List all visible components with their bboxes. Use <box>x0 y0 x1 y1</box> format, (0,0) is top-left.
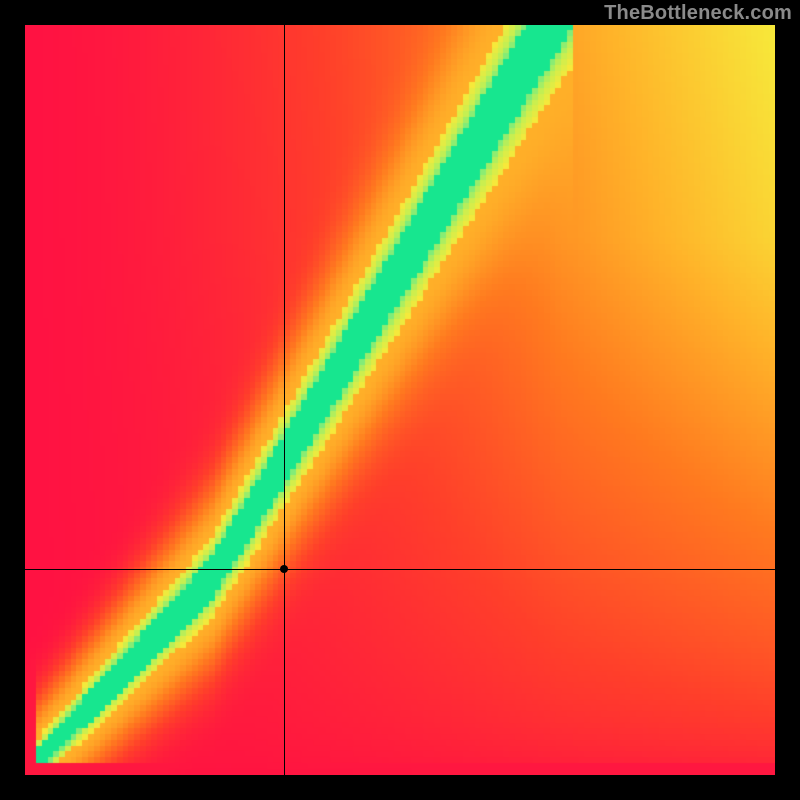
plot-area <box>25 25 775 775</box>
heatmap-canvas <box>25 25 775 775</box>
crosshair-vertical <box>284 25 285 775</box>
chart-root: TheBottleneck.com <box>0 0 800 800</box>
crosshair-marker <box>280 565 288 573</box>
watermark-text: TheBottleneck.com <box>604 2 792 25</box>
crosshair-horizontal <box>25 569 775 570</box>
